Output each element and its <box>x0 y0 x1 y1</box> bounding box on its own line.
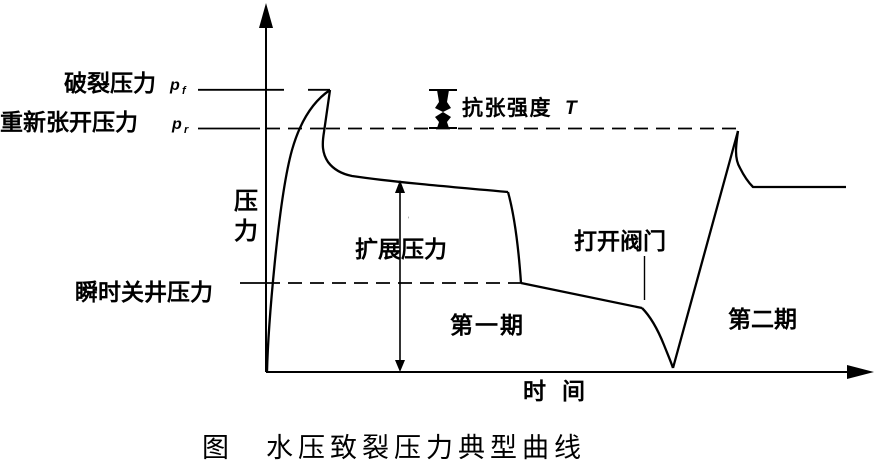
svg-text:抗张强度: 抗张强度 <box>462 96 552 120</box>
svg-text:p: p <box>171 116 182 133</box>
svg-text:第二期: 第二期 <box>728 306 797 332</box>
svg-text:压: 压 <box>408 216 409 219</box>
svg-text:扩展压力: 扩展压力 <box>355 236 447 262</box>
svg-text:图 水压致裂压力典型曲线: 图 水压致裂压力典型曲线 <box>202 433 586 463</box>
svg-text:T: T <box>565 98 578 119</box>
svg-text:破裂压力: 破裂压力 <box>64 70 156 96</box>
svg-text:r: r <box>184 124 189 136</box>
svg-text:时间: 时间 <box>523 378 601 404</box>
svg-text:打开阀门: 打开阀门 <box>574 228 666 254</box>
svg-text:瞬时关井压力: 瞬时关井压力 <box>75 279 213 305</box>
svg-text:p: p <box>169 77 180 94</box>
svg-text:重新张开压力: 重新张开压力 <box>0 109 138 135</box>
svg-text:力: 力 <box>234 218 258 245</box>
svg-text:f: f <box>182 85 187 97</box>
svg-text:第一期: 第一期 <box>450 312 525 338</box>
svg-text:压: 压 <box>234 188 258 215</box>
